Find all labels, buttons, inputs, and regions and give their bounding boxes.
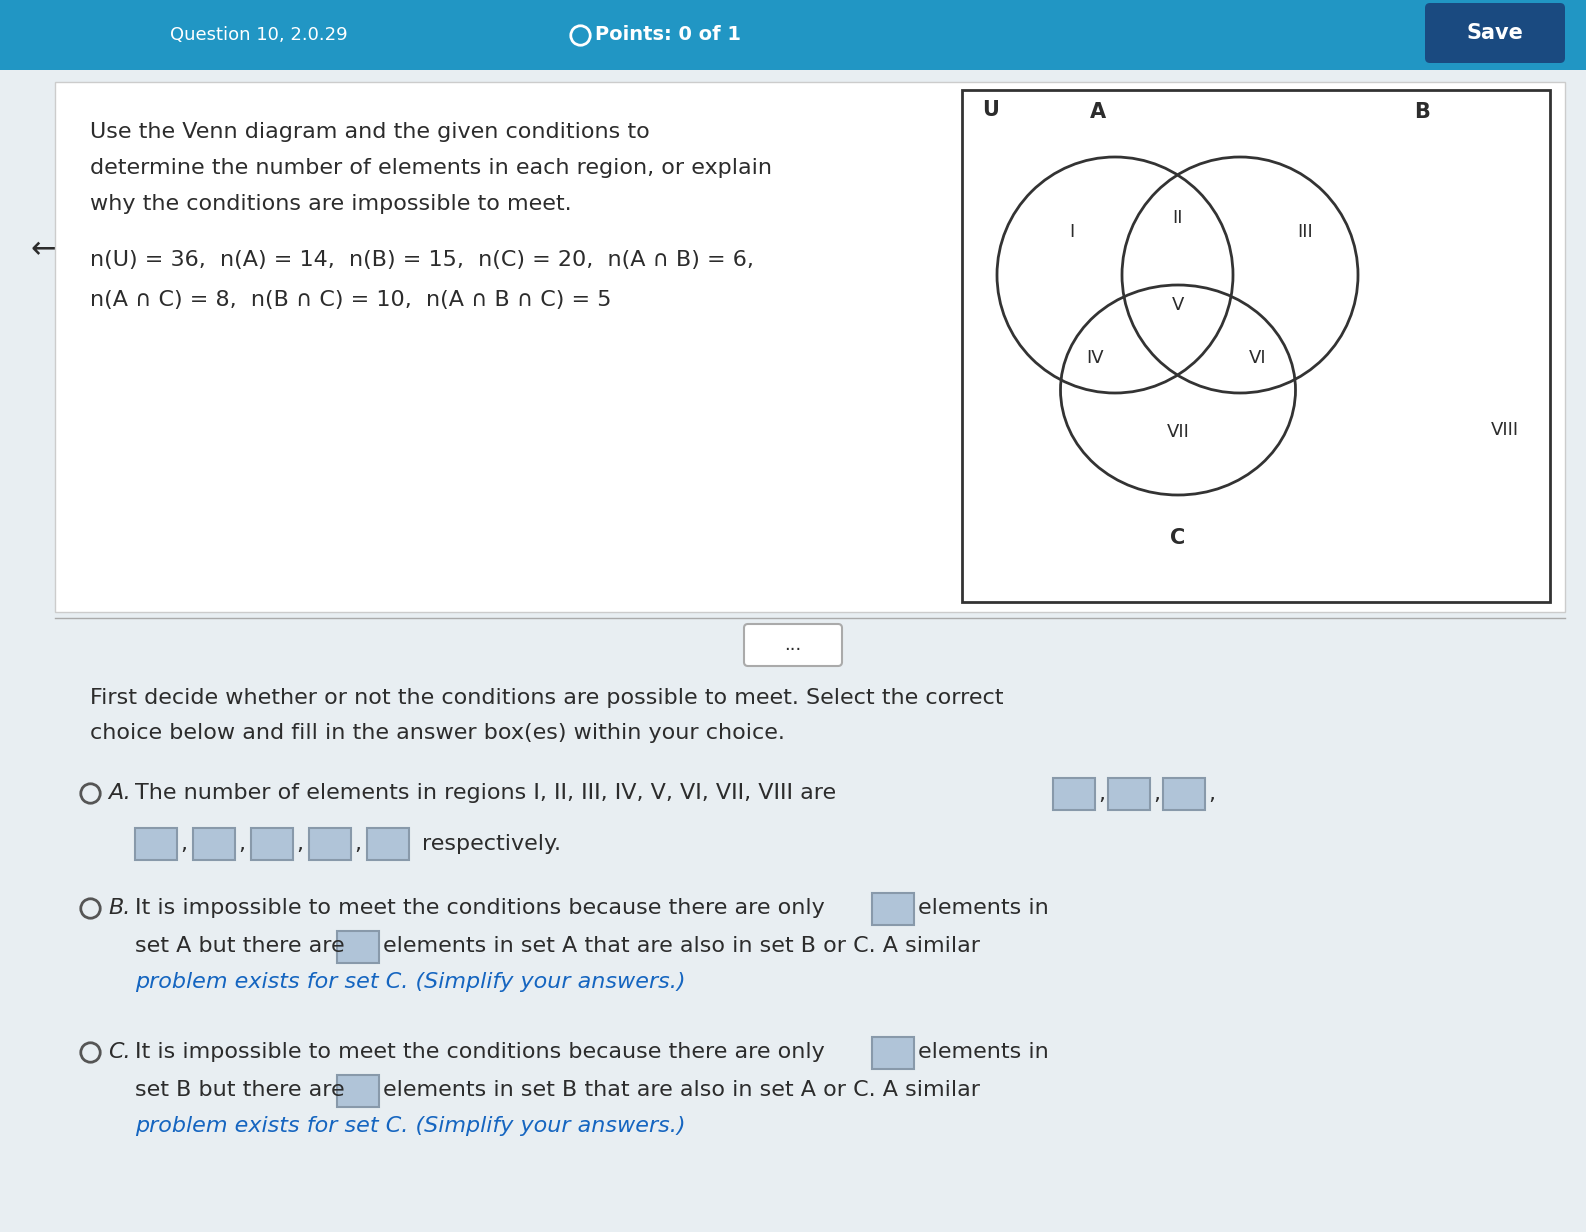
FancyBboxPatch shape (135, 828, 178, 860)
Bar (56, 83, 1565, 612)
Text: IV: IV (1086, 349, 1104, 367)
Text: ...: ... (785, 636, 801, 654)
FancyBboxPatch shape (744, 623, 842, 667)
Text: n(U) = 36,  n(A) = 14,  n(B) = 15,  n(C) = 20,  n(A ∩ B) = 6,: n(U) = 36, n(A) = 14, n(B) = 15, n(C) = … (90, 250, 753, 270)
Text: ,: , (238, 834, 244, 854)
Text: elements in: elements in (918, 1042, 1048, 1062)
Text: First decide whether or not the conditions are possible to meet. Select the corr: First decide whether or not the conditio… (90, 687, 1004, 708)
Text: set B but there are: set B but there are (135, 1080, 344, 1100)
FancyBboxPatch shape (336, 1076, 379, 1108)
FancyBboxPatch shape (336, 931, 379, 963)
FancyBboxPatch shape (1424, 2, 1565, 63)
Text: ,: , (1209, 784, 1215, 804)
Text: choice below and fill in the answer box(es) within your choice.: choice below and fill in the answer box(… (90, 723, 785, 743)
FancyBboxPatch shape (251, 828, 293, 860)
Text: problem exists for set C. (Simplify your answers.): problem exists for set C. (Simplify your… (135, 972, 685, 992)
Text: ,: , (297, 834, 303, 854)
FancyBboxPatch shape (872, 893, 914, 925)
FancyBboxPatch shape (366, 828, 409, 860)
Text: ,: , (354, 834, 362, 854)
Text: respectively.: respectively. (422, 834, 561, 854)
Text: elements in set B that are also in set A or C. A similar: elements in set B that are also in set A… (382, 1080, 980, 1100)
Text: Save: Save (1467, 23, 1524, 43)
Text: elements in set A that are also in set B or C. A similar: elements in set A that are also in set B… (382, 936, 980, 956)
Text: ,: , (179, 834, 187, 854)
FancyBboxPatch shape (1053, 777, 1094, 809)
Text: Question 10, 2.0.29: Question 10, 2.0.29 (170, 26, 347, 44)
Text: It is impossible to meet the conditions because there are only: It is impossible to meet the conditions … (135, 1042, 825, 1062)
Text: set A but there are: set A but there are (135, 936, 344, 956)
Text: VII: VII (1167, 423, 1190, 441)
Text: It is impossible to meet the conditions because there are only: It is impossible to meet the conditions … (135, 898, 825, 918)
Text: Points: 0 of 1: Points: 0 of 1 (595, 26, 741, 44)
FancyBboxPatch shape (309, 828, 351, 860)
Text: C: C (1170, 529, 1186, 548)
Text: U: U (982, 100, 999, 120)
Text: Use the Venn diagram and the given conditions to: Use the Venn diagram and the given condi… (90, 122, 650, 142)
Text: VI: VI (1250, 349, 1267, 367)
Text: V: V (1172, 296, 1185, 314)
Text: II: II (1172, 209, 1183, 227)
Bar (963, 90, 1550, 602)
FancyBboxPatch shape (1163, 777, 1205, 809)
Bar (0, 0, 1586, 70)
Text: elements in: elements in (918, 898, 1048, 918)
Text: ,: , (1153, 784, 1159, 804)
Text: ,: , (1098, 784, 1105, 804)
Text: A.: A. (108, 784, 130, 803)
Text: ←: ← (30, 235, 56, 265)
Text: problem exists for set C. (Simplify your answers.): problem exists for set C. (Simplify your… (135, 1116, 685, 1136)
FancyBboxPatch shape (193, 828, 235, 860)
Text: B: B (1415, 102, 1431, 122)
Text: VIII: VIII (1491, 421, 1519, 439)
Text: I: I (1069, 223, 1075, 241)
FancyBboxPatch shape (872, 1037, 914, 1069)
Text: A: A (1090, 102, 1105, 122)
Text: The number of elements in regions I, II, III, IV, V, VI, VII, VIII are: The number of elements in regions I, II,… (135, 784, 836, 803)
Text: III: III (1297, 223, 1313, 241)
Text: why the conditions are impossible to meet.: why the conditions are impossible to mee… (90, 193, 571, 214)
FancyBboxPatch shape (1109, 777, 1150, 809)
Text: determine the number of elements in each region, or explain: determine the number of elements in each… (90, 158, 772, 177)
Text: B.: B. (108, 898, 130, 918)
Text: C.: C. (108, 1042, 130, 1062)
Text: n(A ∩ C) = 8,  n(B ∩ C) = 10,  n(A ∩ B ∩ C) = 5: n(A ∩ C) = 8, n(B ∩ C) = 10, n(A ∩ B ∩ C… (90, 290, 612, 310)
